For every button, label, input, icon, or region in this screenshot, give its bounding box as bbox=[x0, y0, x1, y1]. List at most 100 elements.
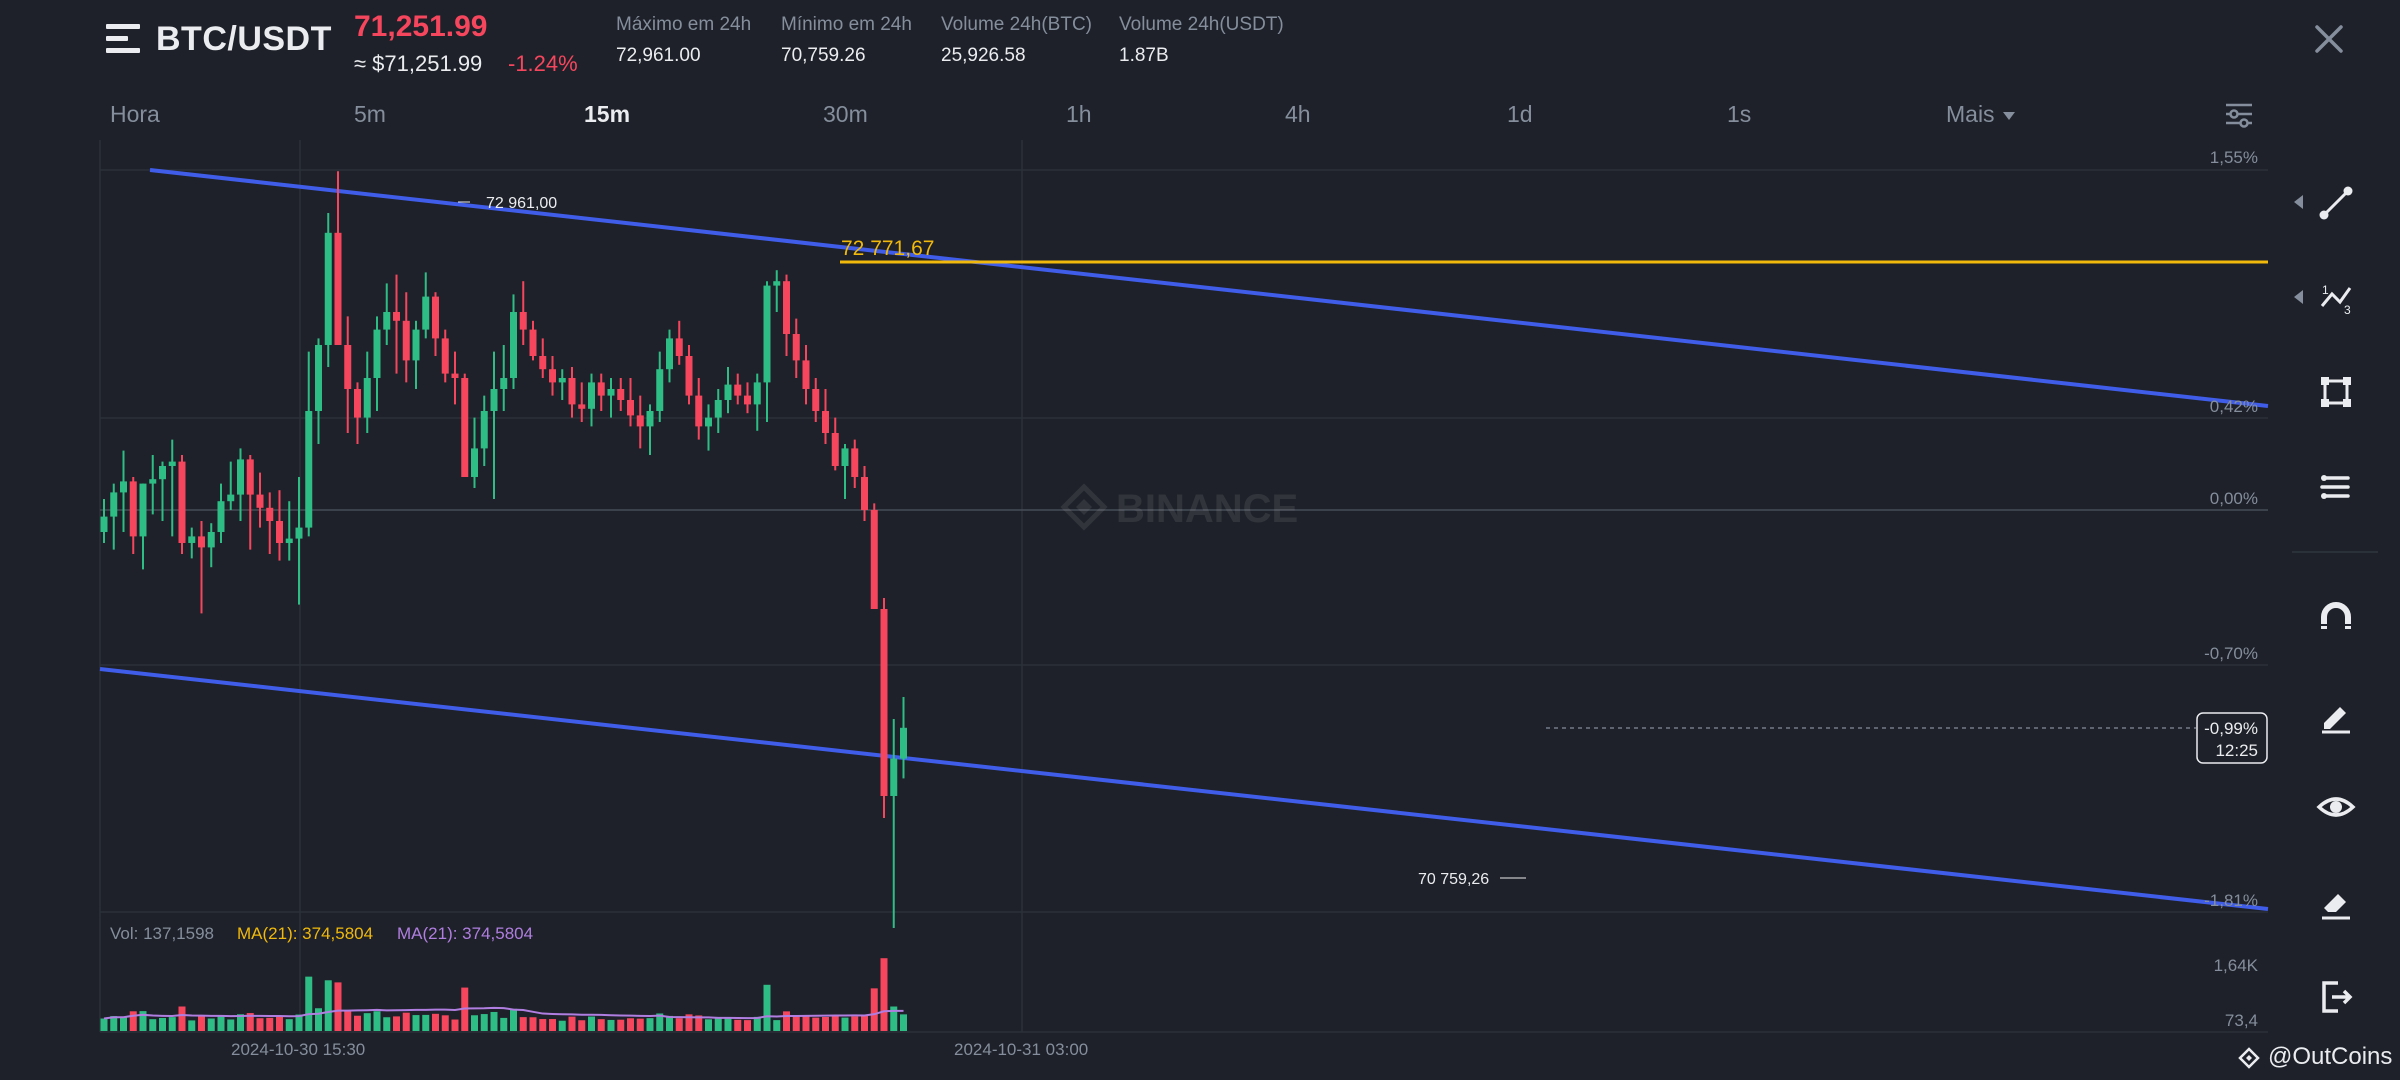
candle-body bbox=[363, 378, 371, 418]
candle-body bbox=[168, 461, 176, 466]
tab-15m[interactable]: 15m bbox=[584, 101, 631, 127]
candle-body bbox=[851, 448, 859, 477]
stat-24h-low: Mínimo em 24h 70,759.26 bbox=[781, 14, 912, 67]
menu-icon[interactable] bbox=[106, 22, 142, 56]
watermark-handle: @OutCoins bbox=[2268, 1043, 2393, 1070]
tab-30m[interactable]: 30m bbox=[823, 101, 868, 127]
candle-body bbox=[578, 404, 586, 409]
volume-bar bbox=[861, 1015, 868, 1031]
candle-body bbox=[597, 382, 605, 396]
candle-body bbox=[276, 521, 283, 543]
scale-label: 0,42% bbox=[2210, 397, 2258, 416]
volume-bar bbox=[217, 1015, 225, 1031]
eraser-icon[interactable] bbox=[2314, 880, 2358, 924]
volume-bar bbox=[432, 1013, 439, 1031]
tab-hora[interactable]: Hora bbox=[110, 101, 160, 127]
scale-label: -0,70% bbox=[2204, 644, 2258, 663]
volume-bar bbox=[714, 1018, 722, 1031]
volume-bar bbox=[627, 1018, 634, 1031]
lower-trendline[interactable] bbox=[99, 667, 2269, 911]
candle-body bbox=[529, 329, 537, 356]
candle-body bbox=[812, 389, 820, 411]
time-label: 2024-10-30 15:30 bbox=[231, 1040, 365, 1059]
candle-body bbox=[763, 285, 771, 383]
candlestick-chart[interactable]: BINANCE 72 771,67 72 961,00 70 759,26 1,… bbox=[0, 0, 2270, 1080]
volume-bar bbox=[120, 1017, 127, 1031]
volume-bar bbox=[402, 1012, 410, 1031]
stat-value: 25,926.58 bbox=[941, 45, 1026, 66]
candle-body bbox=[705, 417, 712, 427]
volume-bar bbox=[656, 1013, 664, 1031]
candle-body bbox=[295, 527, 303, 539]
volume-bar bbox=[256, 1018, 264, 1031]
candle-body bbox=[188, 536, 196, 543]
volume-legend: Vol: 137,1598 MA(21): 374,5804 MA(21): 3… bbox=[110, 924, 533, 943]
candle-body bbox=[656, 369, 664, 411]
candle-body bbox=[666, 338, 673, 370]
volume-bar bbox=[344, 1010, 352, 1031]
close-icon[interactable] bbox=[2308, 18, 2350, 60]
magnet-icon[interactable] bbox=[2314, 595, 2358, 639]
candle-body bbox=[675, 338, 683, 356]
eye-icon[interactable] bbox=[2314, 785, 2358, 829]
candle-body bbox=[695, 395, 703, 427]
candle-body bbox=[783, 281, 790, 334]
pair-title[interactable]: BTC/USDT bbox=[156, 20, 332, 58]
tab-4h[interactable]: 4h bbox=[1285, 101, 1311, 127]
volume-bar bbox=[315, 1008, 322, 1031]
candle-body bbox=[617, 389, 625, 400]
tab-mais-label: Mais bbox=[1946, 101, 1995, 127]
tab-5m[interactable]: 5m bbox=[354, 101, 386, 127]
tab-1h[interactable]: 1h bbox=[1066, 101, 1092, 127]
volume-bar bbox=[812, 1017, 820, 1031]
text-lines-tool-icon[interactable] bbox=[2314, 464, 2358, 508]
candle-body bbox=[558, 378, 566, 383]
volume-bar bbox=[227, 1019, 235, 1031]
volume-legend-ma-purple: MA(21): 374,5804 bbox=[397, 924, 533, 943]
volume-bar bbox=[588, 1016, 595, 1031]
toolbar-divider bbox=[2292, 551, 2378, 553]
volume-bar bbox=[636, 1018, 644, 1031]
volume-bar bbox=[822, 1017, 829, 1031]
candle-body bbox=[500, 378, 508, 389]
candle-body bbox=[890, 758, 898, 796]
volume-bar bbox=[724, 1018, 732, 1031]
volume-bar bbox=[851, 1016, 859, 1031]
candle-body bbox=[510, 312, 517, 378]
tab-mais[interactable]: Mais bbox=[1946, 101, 2015, 128]
volume-bar bbox=[178, 1006, 186, 1031]
volume-bar bbox=[412, 1015, 420, 1031]
exit-icon[interactable] bbox=[2314, 975, 2358, 1019]
volume-bar bbox=[900, 1014, 907, 1031]
candle-body bbox=[256, 494, 264, 508]
candle-body bbox=[412, 329, 420, 361]
volume-bar bbox=[705, 1019, 712, 1031]
candle-body bbox=[227, 494, 235, 502]
volume-bar bbox=[617, 1019, 625, 1031]
volume-bar bbox=[363, 1013, 371, 1031]
stat-value: 1.87B bbox=[1119, 45, 1169, 66]
tab-1d[interactable]: 1d bbox=[1507, 101, 1533, 127]
volume-bar bbox=[393, 1016, 400, 1031]
volume-bar bbox=[578, 1020, 586, 1031]
stat-label: Volume 24h(USDT) bbox=[1119, 14, 1284, 35]
trendline-tool-icon[interactable] bbox=[2314, 181, 2358, 225]
candle-body bbox=[198, 536, 205, 548]
volume-bar bbox=[783, 1011, 790, 1031]
upper-trendline[interactable] bbox=[149, 168, 2269, 408]
current-value-badge: -0,99% 12:25 bbox=[2196, 712, 2268, 764]
volume-bar bbox=[383, 1017, 391, 1031]
candle-body bbox=[744, 395, 751, 405]
tab-1s[interactable]: 1s bbox=[1727, 101, 1752, 127]
candle-body bbox=[285, 538, 293, 543]
volume-bar bbox=[295, 1014, 303, 1031]
chart-settings-icon[interactable] bbox=[2224, 100, 2254, 128]
volume-bar bbox=[870, 988, 878, 1031]
pencil-icon[interactable] bbox=[2314, 693, 2358, 737]
chevron-down-icon bbox=[2002, 111, 2015, 120]
volume-bar bbox=[354, 1015, 361, 1031]
volume-bar bbox=[734, 1019, 742, 1031]
rectangle-tool-icon[interactable] bbox=[2314, 370, 2358, 414]
candle-body bbox=[159, 466, 166, 480]
